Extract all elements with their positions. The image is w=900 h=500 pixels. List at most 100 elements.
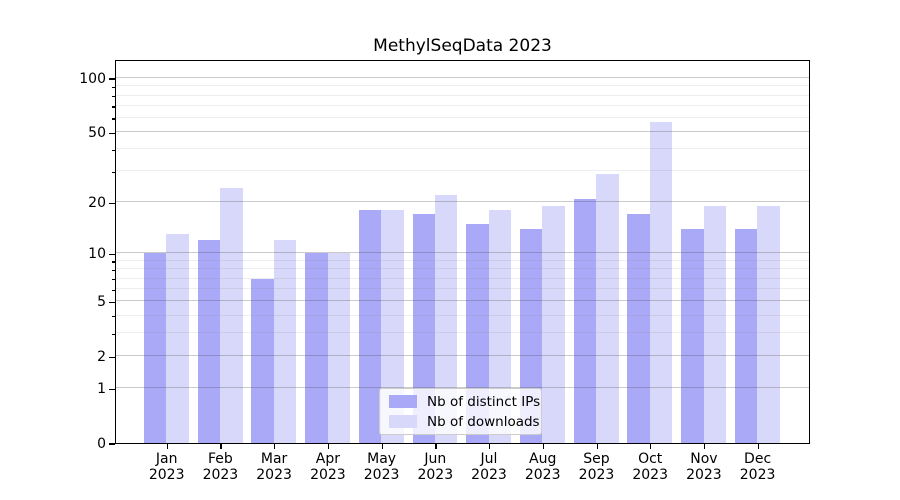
y-minor-tick-mark xyxy=(111,86,115,88)
gridline-30 xyxy=(116,170,809,172)
y-tick-mark xyxy=(108,253,115,256)
y-tick-label-50: 50 xyxy=(88,125,106,142)
gridline-50 xyxy=(116,131,809,133)
gridline-90 xyxy=(116,85,809,87)
x-tick-label-nov: Nov 2023 xyxy=(672,451,736,483)
plot-area xyxy=(115,60,810,444)
chart-title: MethylSeqData 2023 xyxy=(373,36,552,56)
legend-item-distinct-ips: Nb of distinct IPs xyxy=(389,394,541,410)
y-minor-tick-mark xyxy=(111,261,115,263)
x-tick-label-may: May 2023 xyxy=(350,451,414,483)
x-tick-label-jun: Jun 2023 xyxy=(403,451,467,483)
gridline-40 xyxy=(116,148,809,150)
gridline-1 xyxy=(116,387,809,389)
x-tick-mark xyxy=(596,444,598,449)
x-tick-month: Oct xyxy=(638,451,663,467)
x-tick-label-aug: Aug 2023 xyxy=(511,451,575,483)
x-tick-month: Mar xyxy=(260,451,288,467)
x-tick-month: Feb xyxy=(207,451,233,467)
bar-distinct-ips-may xyxy=(358,210,382,443)
y-minor-tick-mark xyxy=(111,316,115,318)
legend-swatch-distinct-ips xyxy=(389,395,417,408)
gridline-5 xyxy=(116,300,809,302)
gridline-80 xyxy=(116,94,809,96)
bar-downloads-sep xyxy=(596,174,619,443)
x-tick-label-jan: Jan 2023 xyxy=(135,451,199,483)
y-tick-label-100: 100 xyxy=(79,71,106,87)
bar-downloads-aug xyxy=(542,206,565,443)
gridline-20 xyxy=(116,201,809,203)
x-tick-mark xyxy=(435,444,437,449)
x-tick-month: Jun xyxy=(424,451,447,467)
gridline-70 xyxy=(116,104,809,106)
x-tick-month: Nov xyxy=(690,451,718,467)
bar-distinct-ips-feb xyxy=(197,240,221,443)
bar-distinct-ips-nov xyxy=(681,228,704,443)
y-tick-label-2: 2 xyxy=(97,349,106,366)
x-tick-mark xyxy=(489,444,491,449)
x-tick-year: 2023 xyxy=(202,466,239,483)
gridline-7 xyxy=(116,277,809,279)
x-tick-month: May xyxy=(367,451,397,467)
x-tick-year: 2023 xyxy=(471,466,507,483)
x-tick-year: 2023 xyxy=(148,466,185,483)
x-tick-year: 2023 xyxy=(363,466,400,483)
y-minor-tick-mark xyxy=(111,333,115,336)
legend: Nb of distinct IPs Nb of downloads xyxy=(379,388,542,435)
x-tick-year: 2023 xyxy=(524,466,561,483)
bar-distinct-ips-apr xyxy=(305,253,328,443)
gridline-10 xyxy=(116,252,809,254)
y-minor-tick-mark xyxy=(111,171,115,174)
y-minor-tick-mark xyxy=(111,278,115,281)
x-tick-mark xyxy=(542,444,544,449)
bar-distinct-ips-jan xyxy=(144,253,167,443)
x-tick-year: 2023 xyxy=(686,466,722,483)
y-tick-mark xyxy=(108,356,115,358)
bar-downloads-jul xyxy=(488,210,512,443)
bar-downloads-jun xyxy=(435,195,458,443)
gridline-9 xyxy=(116,259,809,261)
x-tick-year: 2023 xyxy=(256,466,292,483)
legend-label-downloads: Nb of downloads xyxy=(427,413,540,430)
x-tick-mark xyxy=(220,444,222,449)
y-tick-mark xyxy=(108,301,115,303)
x-tick-year: 2023 xyxy=(417,466,454,483)
bar-distinct-ips-mar xyxy=(251,278,274,443)
legend-label-distinct-ips: Nb of distinct IPs xyxy=(427,393,541,410)
y-tick-mark xyxy=(108,78,115,80)
y-tick-label-10: 10 xyxy=(88,246,106,263)
bar-downloads-nov xyxy=(703,206,726,443)
x-tick-label-jul: Jul 2023 xyxy=(457,451,521,483)
x-tick-month: Jul xyxy=(480,451,498,467)
legend-item-downloads: Nb of downloads xyxy=(389,414,541,430)
x-tick-mark xyxy=(650,444,652,449)
x-tick-month: Aug xyxy=(529,451,557,467)
x-tick-mark xyxy=(381,444,383,449)
gridline-8 xyxy=(116,268,809,270)
y-tick-mark xyxy=(108,132,115,134)
y-tick-mark xyxy=(108,202,115,204)
x-tick-label-apr: Apr 2023 xyxy=(296,451,360,483)
y-tick-label-20: 20 xyxy=(88,195,106,212)
bar-downloads-oct xyxy=(649,121,673,443)
gridline-6 xyxy=(116,288,809,290)
x-tick-year: 2023 xyxy=(310,466,346,483)
x-tick-month: Jan xyxy=(155,451,178,467)
y-minor-tick-mark xyxy=(111,149,115,151)
x-tick-year: 2023 xyxy=(739,466,776,483)
x-tick-month: Dec xyxy=(744,451,772,467)
bar-downloads-mar xyxy=(273,240,297,443)
gridline-60 xyxy=(116,116,809,118)
y-minor-tick-mark xyxy=(111,269,115,271)
bar-distinct-ips-sep xyxy=(573,198,597,443)
y-minor-tick-mark xyxy=(111,289,115,291)
y-tick-mark xyxy=(108,443,115,445)
x-tick-month: Sep xyxy=(583,451,610,467)
x-tick-year: 2023 xyxy=(578,466,615,483)
x-tick-mark xyxy=(757,444,759,449)
x-tick-month: Apr xyxy=(315,451,340,467)
x-tick-label-mar: Mar 2023 xyxy=(242,451,306,483)
bar-downloads-apr xyxy=(327,253,350,443)
bar-downloads-may xyxy=(381,210,404,443)
